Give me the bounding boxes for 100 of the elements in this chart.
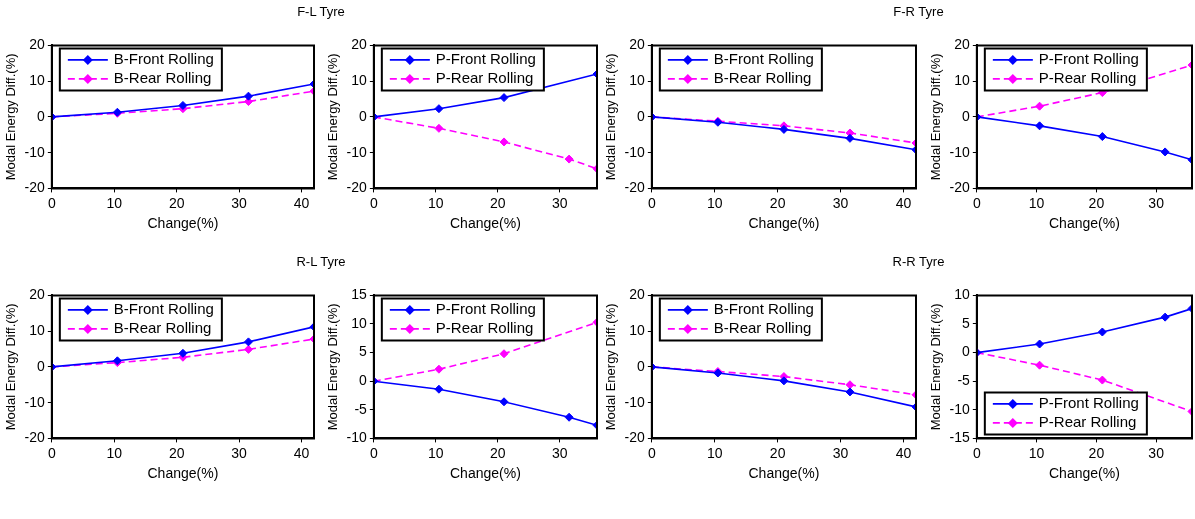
x-tick-label: 20	[769, 194, 786, 211]
legend-label: P-Rear Rolling	[435, 319, 534, 337]
x-axis-title: Change(%)	[748, 215, 820, 232]
y-tick-label: 0	[962, 107, 971, 124]
x-tick-label: 30	[552, 444, 568, 461]
y-tick-label: 10	[954, 286, 971, 303]
x-tick-label: 10	[106, 194, 123, 211]
x-tick-label: 40	[895, 444, 912, 461]
legend-label: B-Rear Rolling	[113, 69, 212, 87]
x-tick-label: 20	[168, 194, 185, 211]
x-tick-label: 10	[106, 444, 123, 461]
y-tick-label: -20	[624, 429, 646, 446]
y-tick-label: -10	[346, 429, 368, 446]
legend-label: B-Rear Rolling	[713, 69, 812, 87]
legend-label: P-Front Rolling	[1038, 50, 1139, 68]
x-tick-label: 20	[1088, 194, 1105, 211]
chart-title: F-L Tyre	[297, 4, 345, 19]
x-tick-label: 30	[231, 444, 248, 461]
x-axis-title: Change(%)	[147, 465, 219, 482]
y-tick-label: 20	[629, 36, 646, 53]
y-axis-title: Modal Energy Diff.(%)	[928, 53, 944, 181]
y-tick-label: 10	[29, 322, 46, 339]
y-axis-title: Modal Energy Diff.(%)	[928, 303, 944, 431]
x-axis-title: Change(%)	[1049, 465, 1120, 482]
y-axis-title: Modal Energy Diff.(%)	[325, 53, 341, 181]
y-tick-label: 0	[359, 107, 368, 124]
legend-label: P-Front Rolling	[1038, 394, 1139, 412]
legend-label: B-Front Rolling	[113, 50, 214, 68]
y-tick-label: -10	[949, 143, 971, 160]
y-tick-label: -20	[24, 179, 46, 196]
x-tick-label: 30	[832, 194, 849, 211]
x-tick-label: 10	[706, 194, 723, 211]
x-tick-label: 10	[1028, 444, 1045, 461]
x-tick-label: 10	[428, 194, 444, 211]
legend-label: P-Rear Rolling	[435, 69, 534, 87]
y-tick-label: 15	[351, 286, 368, 303]
y-tick-label: 20	[29, 286, 46, 303]
y-axis-title: Modal Energy Diff.(%)	[3, 303, 19, 431]
y-tick-label: -20	[24, 429, 46, 446]
x-tick-label: 20	[490, 194, 506, 211]
legend-label: B-Front Rolling	[713, 50, 814, 68]
y-tick-label: 0	[637, 357, 646, 374]
legend-label: B-Rear Rolling	[713, 319, 812, 337]
y-tick-label: 20	[351, 36, 368, 53]
x-tick-label: 10	[706, 444, 723, 461]
legend-label: B-Front Rolling	[113, 300, 214, 318]
y-tick-label: 0	[962, 343, 971, 360]
y-tick-label: -10	[24, 393, 46, 410]
x-axis-title: Change(%)	[748, 465, 820, 482]
y-axis-title: Modal Energy Diff.(%)	[603, 303, 619, 431]
x-tick-label: 20	[1088, 444, 1105, 461]
y-tick-label: -15	[949, 429, 971, 446]
y-tick-label: 0	[37, 357, 46, 374]
x-tick-label: 10	[1028, 194, 1045, 211]
x-axis-title: Change(%)	[450, 465, 521, 482]
y-tick-label: -10	[24, 143, 46, 160]
y-tick-label: 0	[359, 372, 368, 389]
y-tick-label: 10	[629, 72, 646, 89]
x-tick-label: 40	[895, 194, 912, 211]
x-tick-label: 40	[293, 444, 310, 461]
y-tick-label: 20	[954, 36, 971, 53]
legend-label: B-Front Rolling	[713, 300, 814, 318]
y-tick-label: -5	[354, 400, 368, 417]
y-tick-label: 0	[637, 107, 646, 124]
y-axis-title: Modal Energy Diff.(%)	[3, 53, 19, 181]
y-tick-label: 20	[629, 286, 646, 303]
y-axis-title: Modal Energy Diff.(%)	[325, 303, 341, 431]
y-tick-label: -20	[346, 179, 368, 196]
y-tick-label: -20	[624, 179, 646, 196]
y-tick-label: 10	[351, 314, 368, 331]
chart-title: F-R Tyre	[893, 4, 944, 19]
y-tick-label: 5	[359, 343, 368, 360]
x-tick-label: 30	[1148, 444, 1165, 461]
legend-label: P-Rear Rolling	[1038, 413, 1137, 431]
y-tick-label: -10	[346, 143, 368, 160]
x-tick-label: 30	[832, 444, 849, 461]
legend-label: P-Rear Rolling	[1038, 69, 1137, 87]
y-tick-label: -10	[624, 143, 646, 160]
y-axis-title: Modal Energy Diff.(%)	[603, 53, 619, 181]
y-tick-label: 10	[351, 72, 368, 89]
x-tick-label: 20	[490, 444, 506, 461]
y-tick-label: -20	[949, 179, 971, 196]
y-tick-label: 0	[37, 107, 46, 124]
x-tick-label: 30	[552, 194, 568, 211]
legend-label: P-Front Rolling	[435, 300, 536, 318]
y-tick-label: -10	[624, 393, 646, 410]
legend-label: P-Front Rolling	[435, 50, 536, 68]
legend-label: B-Rear Rolling	[113, 319, 212, 337]
x-axis-title: Change(%)	[147, 215, 219, 232]
x-tick-label: 30	[231, 194, 248, 211]
y-tick-label: 5	[962, 314, 971, 331]
x-tick-label: 30	[1148, 194, 1165, 211]
chart-title: R-R Tyre	[892, 254, 945, 269]
y-tick-label: -5	[957, 372, 971, 389]
x-tick-label: 10	[428, 444, 444, 461]
y-tick-label: -10	[949, 400, 971, 417]
y-tick-label: 20	[29, 36, 46, 53]
x-axis-title: Change(%)	[450, 215, 521, 232]
y-tick-label: 10	[29, 72, 46, 89]
y-tick-label: 10	[954, 72, 971, 89]
